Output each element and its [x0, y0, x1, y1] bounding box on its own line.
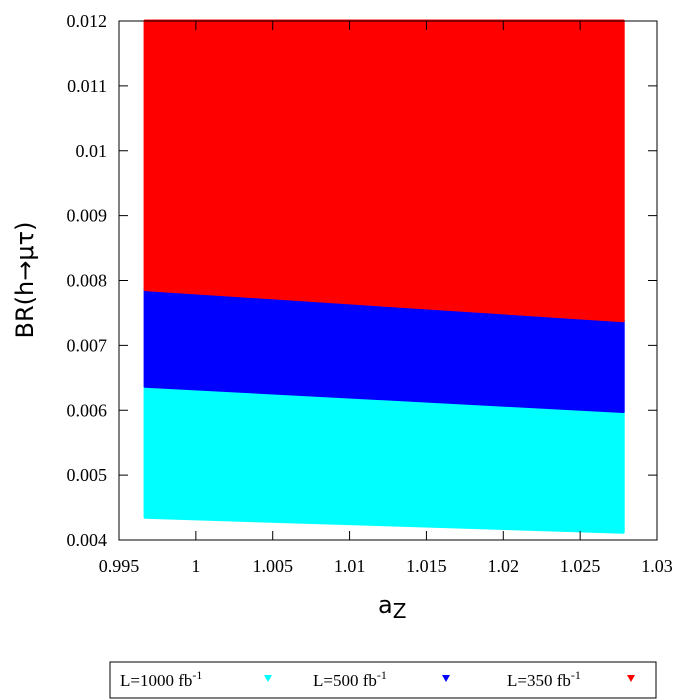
y-tick-label: 0.009: [67, 206, 108, 226]
x-tick-label: 1.03: [641, 556, 673, 576]
y-tick-label: 0.004: [67, 530, 108, 550]
y-tick-label: 0.01: [76, 141, 108, 161]
legend-label-2: L=350 fb-1: [507, 668, 581, 690]
y-tick-label: 0.005: [67, 465, 108, 485]
y-tick-label: 0.007: [67, 335, 108, 355]
legend-label-0: L=1000 fb-1: [120, 668, 202, 690]
x-tick-label: 1.025: [560, 556, 601, 576]
legend: L=1000 fb-1 L=500 fb-1 L=350 fb-1: [109, 661, 657, 699]
y-tick-label: 0.011: [67, 76, 107, 96]
y-tick-label: 0.012: [67, 11, 108, 31]
legend-label-1: L=500 fb-1: [313, 668, 387, 690]
y-tick-label: 0.006: [67, 400, 108, 420]
y-tick-label: 0.008: [67, 271, 108, 291]
x-axis-title: aZ: [378, 591, 406, 623]
x-tick-label: 1.015: [406, 556, 447, 576]
axis-ticks: [118, 20, 658, 541]
data-bands: [143, 19, 625, 534]
y-axis-title: BR(h→μτ): [11, 222, 39, 339]
legend-marker-2: [627, 675, 635, 682]
legend-box: [109, 661, 657, 699]
x-tick-label: 1: [191, 556, 200, 576]
x-tick-label: 0.995: [99, 556, 140, 576]
legend-marker-1: [442, 675, 450, 682]
x-tick-label: 1.01: [334, 556, 366, 576]
legend-items: L=1000 fb-1 L=500 fb-1 L=350 fb-1: [120, 668, 635, 690]
x-tick-label: 1.005: [252, 556, 293, 576]
band-series-2: [143, 19, 625, 323]
axis-tick-labels: 0.995 1 1.005 1.01 1.015 1.02 1.025 1.03 0.004 0.…: [67, 11, 673, 576]
x-tick-label: 1.02: [488, 556, 520, 576]
legend-marker-0: [264, 675, 272, 682]
